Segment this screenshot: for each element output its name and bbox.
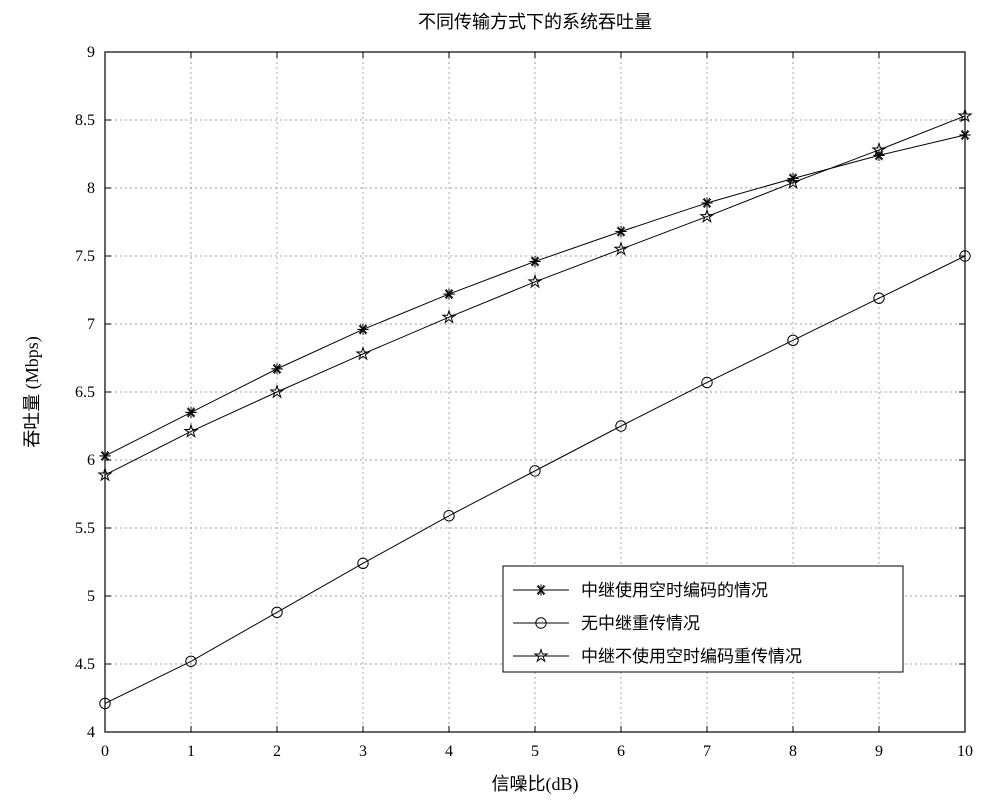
x-tick-label: 2 <box>273 743 281 760</box>
legend-label: 中继使用空时编码的情况 <box>581 580 768 600</box>
chart-container: 0 1 2 3 4 5 6 7 8 9 10 4 4.5 5 5.5 6 6.5 7 7.5 8 8.5 9 不同传输方式下… <box>0 0 1000 812</box>
legend-label: 中继不使用空时编码重传情况 <box>581 646 802 666</box>
x-tick-label: 4 <box>445 743 453 760</box>
x-tick-label: 8 <box>789 743 797 760</box>
legend: 中继使用空时编码的情况无中继重传情况中继不使用空时编码重传情况 <box>503 566 903 672</box>
y-tick-label: 6.5 <box>75 384 95 401</box>
x-tick-label: 7 <box>703 743 711 760</box>
x-tick-label: 6 <box>617 743 625 760</box>
legend-label: 无中继重传情况 <box>581 614 700 633</box>
y-tick-label: 8 <box>87 180 95 197</box>
x-tick-label: 5 <box>531 743 539 760</box>
y-tick-label: 4.5 <box>75 656 95 673</box>
x-tick-label: 9 <box>875 743 883 760</box>
y-tick-label: 7.5 <box>75 248 95 265</box>
y-tick-label: 5 <box>87 588 95 605</box>
y-tick-label: 7 <box>87 316 95 333</box>
y-tick-label: 6 <box>87 452 95 469</box>
x-tick-label: 0 <box>101 743 109 760</box>
x-tick-label: 3 <box>359 743 367 760</box>
y-tick-label: 8.5 <box>75 112 95 129</box>
x-tick-label: 1 <box>187 743 195 760</box>
y-tick-label: 9 <box>87 44 95 61</box>
x-tick-label: 10 <box>957 743 973 760</box>
y-tick-label: 4 <box>87 724 95 741</box>
y-axis-label: 吞吐量 (Mbps) <box>22 336 43 448</box>
x-axis-label: 信噪比(dB) <box>492 774 579 795</box>
chart-title: 不同传输方式下的系统吞吐量 <box>418 12 652 32</box>
chart-svg: 0 1 2 3 4 5 6 7 8 9 10 4 4.5 5 5.5 6 6.5 7 7.5 8 8.5 9 不同传输方式下… <box>0 0 1000 812</box>
y-tick-label: 5.5 <box>75 520 95 537</box>
